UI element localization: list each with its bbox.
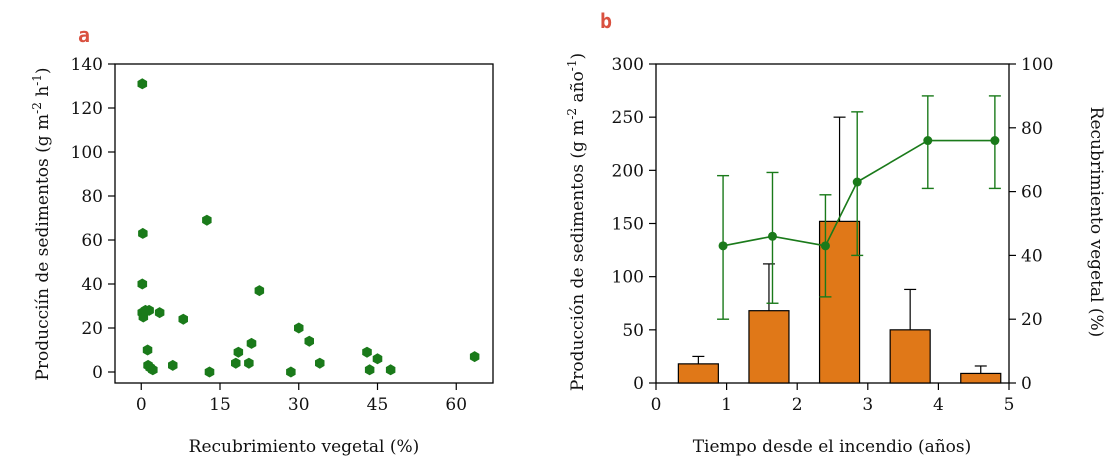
- panel-a-y-tick-label: 0: [92, 363, 103, 383]
- scatter-point: [254, 285, 265, 297]
- panel-b-left-y-ticks: 0 50 100 150 200 250 300: [612, 55, 656, 394]
- panel-a-y-tick-label: 40: [81, 275, 103, 295]
- panel-b-right-y-tick-label: 0: [1021, 374, 1032, 394]
- panel-b-line-series: [717, 95, 1001, 320]
- line-point: [923, 136, 933, 146]
- scatter-point: [286, 366, 296, 378]
- panel-a-y-tick-label: 100: [71, 143, 103, 163]
- scatter-point: [137, 278, 148, 290]
- panel-a-x-tick-label: 30: [288, 395, 310, 415]
- panel-a-x-tick-label: 45: [367, 395, 389, 415]
- panel-a-y-tick-label: 80: [81, 187, 103, 207]
- panel-b-left-y-label: Producción de sedimentos (g m-2 año-1): [565, 53, 588, 391]
- scatter-point: [294, 322, 304, 334]
- panel-b-right-y-tick-label: 80: [1021, 119, 1043, 139]
- line-point: [820, 241, 830, 251]
- panel-a-y-tick-label: 140: [71, 55, 103, 75]
- scatter-point: [204, 366, 215, 378]
- scatter-point: [154, 307, 165, 319]
- panel-a-y-tick-label: 60: [81, 231, 103, 251]
- panel-a-letter: a: [78, 23, 90, 47]
- scatter-point: [168, 359, 178, 371]
- line-point: [990, 136, 1000, 146]
- panel-b-x-tick-label: 3: [862, 395, 873, 415]
- panel-b-right-y-tick-label: 100: [1021, 55, 1053, 75]
- panel-b-x-tick-label: 5: [1004, 395, 1015, 415]
- scatter-point: [138, 227, 148, 239]
- line-point: [718, 241, 728, 251]
- scatter-point: [144, 304, 154, 316]
- panel-b-bars: [677, 116, 1002, 384]
- scatter-point: [315, 357, 325, 369]
- panel-b-left-y-tick-label: 50: [622, 321, 644, 341]
- scatter-point: [385, 364, 396, 376]
- scatter-point: [202, 214, 212, 226]
- panel-b-right-y-label: Recubrimiento vegetal (%): [1086, 107, 1106, 338]
- panel-b-x-tick-label: 0: [651, 395, 662, 415]
- scatter-point: [246, 337, 257, 349]
- panel-b-left-y-tick-label: 0: [633, 374, 644, 394]
- scatter-point: [364, 364, 375, 376]
- panel-b: b 0 50 100 150 200 250 300 0 20 40 60 80 100 0 1 2 3 4 5…: [565, 9, 1106, 457]
- panel-b-left-y-tick-label: 100: [612, 268, 644, 288]
- panel-b-x-tick-label: 1: [721, 395, 732, 415]
- panel-b-right-y-tick-label: 40: [1021, 246, 1043, 266]
- panel-b-x-label: Tiempo desde el incendio (años): [693, 437, 972, 457]
- panel-a: a 0 20 40 60 80 100 120 140 0 15 30 45 60 Recubrimi…: [30, 23, 494, 457]
- scatter-point: [372, 353, 383, 365]
- panel-b-left-y-tick-label: 200: [612, 161, 644, 181]
- panel-a-x-label: Recubrimiento vegetal (%): [189, 437, 420, 457]
- bar: [748, 310, 790, 384]
- panel-a-x-tick-label: 15: [209, 395, 231, 415]
- panel-a-y-label: Producciín de sedimentos (g m-2 h-1): [30, 67, 53, 380]
- panel-b-left-y-tick-label: 300: [612, 55, 644, 75]
- panel-b-right-y-tick-label: 60: [1021, 183, 1043, 203]
- panel-b-letter: b: [600, 9, 612, 33]
- panel-a-x-tick-label: 0: [136, 395, 147, 415]
- vegetation-cover-line: [722, 139, 995, 247]
- panel-a-y-tick-label: 20: [81, 319, 103, 339]
- panel-a-y-tick-label: 120: [71, 99, 103, 119]
- scatter-point: [231, 357, 241, 369]
- panel-b-x-tick-label: 2: [792, 395, 803, 415]
- panel-b-right-y-ticks: 0 20 40 60 80 100: [1009, 55, 1053, 394]
- panel-b-x-ticks: 0 1 2 3 4 5: [651, 383, 1015, 415]
- scatter-point: [137, 78, 148, 90]
- panel-b-right-y-tick-label: 20: [1021, 310, 1043, 330]
- scatter-point: [142, 344, 153, 356]
- line-point: [767, 231, 777, 241]
- panel-a-plot-frame: [114, 63, 494, 384]
- bar: [889, 329, 931, 384]
- panel-a-y-ticks: 0 20 40 60 80 100 120 140: [71, 55, 115, 383]
- scatter-point: [469, 351, 480, 363]
- scatter-point: [233, 346, 244, 358]
- panel-b-x-tick-label: 4: [933, 395, 944, 415]
- scatter-point: [178, 313, 188, 325]
- scatter-point: [362, 346, 372, 358]
- line-point: [852, 177, 862, 187]
- scatter-point: [244, 357, 254, 369]
- panel-a-x-ticks: 0 15 30 45 60: [136, 383, 467, 415]
- bar: [677, 363, 719, 384]
- panel-b-left-y-tick-label: 250: [612, 108, 644, 128]
- scatter-point: [304, 335, 314, 347]
- panel-a-points: [137, 78, 480, 378]
- scatter-point: [148, 364, 158, 376]
- panel-b-left-y-tick-label: 150: [612, 215, 644, 235]
- bar: [960, 372, 1002, 384]
- panel-a-x-tick-label: 60: [445, 395, 467, 415]
